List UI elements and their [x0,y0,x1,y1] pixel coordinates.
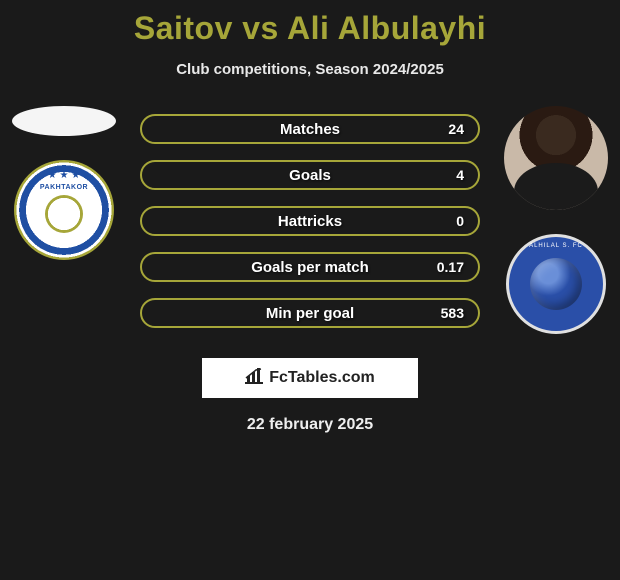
watermark: FcTables.com [202,358,418,398]
stat-label: Hattricks [142,213,478,230]
stat-label: Goals [142,167,478,184]
stat-value-right: 583 [441,305,464,321]
stat-label: Goals per match [142,259,478,276]
stat-value-right: 4 [456,167,464,183]
page-subtitle: Club competitions, Season 2024/2025 [0,61,620,78]
stat-bar: Goals4 [140,160,480,190]
stat-bar: Hattricks0 [140,206,480,236]
stat-value-right: 24 [448,121,464,137]
stat-label: Matches [142,121,478,138]
right-player-column: ALHILAL S. FC [500,106,612,334]
date-text: 22 february 2025 [0,416,620,434]
left-player-avatar [12,106,116,136]
page-title: Saitov vs Ali Albulayhi [0,10,620,47]
badge-text: ALHILAL S. FC [509,243,603,249]
right-player-avatar [504,106,608,210]
stat-value-right: 0 [456,213,464,229]
right-club-badge: ALHILAL S. FC [506,234,606,334]
comparison-content: PAKHTAKOR ALHILAL S. FC Matches24 Goals4 H… [0,106,620,336]
badge-ball-icon [530,258,582,310]
stat-bar: Matches24 [140,114,480,144]
badge-text: PAKHTAKOR [16,184,112,191]
watermark-text: FcTables.com [269,369,375,387]
left-club-badge: PAKHTAKOR [14,160,114,260]
stat-bar: Min per goal583 [140,298,480,328]
stat-value-right: 0.17 [437,259,464,275]
chart-icon [245,368,263,389]
left-player-column: PAKHTAKOR [8,106,120,260]
stat-label: Min per goal [142,305,478,322]
stat-bars: Matches24 Goals4 Hattricks0 Goals per match… [140,114,480,328]
badge-ball-icon [45,195,83,233]
header: Saitov vs Ali Albulayhi Club competition… [0,0,620,78]
stat-bar: Goals per match0.17 [140,252,480,282]
